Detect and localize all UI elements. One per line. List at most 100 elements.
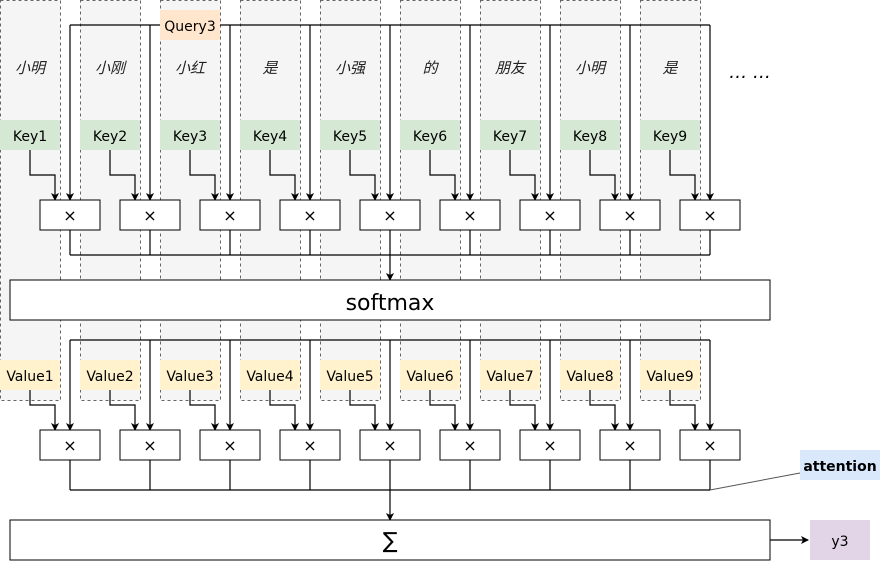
value-arrow — [509, 390, 539, 431]
token-word: 是 — [262, 59, 278, 77]
attention-box — [800, 450, 880, 480]
value-box — [320, 360, 380, 390]
value-multiply-box — [519, 429, 581, 461]
key-label: Key4 — [253, 129, 287, 145]
multiply-symbol: × — [303, 436, 316, 455]
key-arrow — [189, 150, 219, 201]
value-multiply-box — [199, 429, 261, 461]
value-arrow — [269, 390, 299, 431]
multiply-symbol: × — [463, 206, 476, 225]
value-label: Value5 — [326, 369, 373, 385]
softmax-box — [9, 279, 771, 321]
key-label: Key8 — [573, 129, 607, 145]
key-box — [560, 120, 620, 150]
key-label: Key7 — [493, 129, 527, 145]
value-multiply-box — [39, 429, 101, 461]
softmax-label: softmax — [346, 291, 435, 316]
value-arrow — [349, 390, 379, 431]
key-label: Key1 — [13, 129, 47, 145]
key-box — [240, 120, 300, 150]
token-word: 朋友 — [495, 59, 527, 77]
multiply-symbol: × — [223, 436, 236, 455]
key-multiply-box — [439, 199, 501, 231]
sum-box — [9, 519, 771, 561]
key-multiply-box — [279, 199, 341, 231]
value-label: Value6 — [406, 369, 453, 385]
value-box — [80, 360, 140, 390]
value-label: Value8 — [566, 369, 613, 385]
key-arrow — [589, 150, 619, 201]
value-label: Value3 — [166, 369, 213, 385]
key-box — [80, 120, 140, 150]
multiply-symbol: × — [383, 436, 396, 455]
key-arrow — [269, 150, 299, 201]
key-box — [160, 120, 220, 150]
multiply-symbol: × — [223, 206, 236, 225]
query-box — [160, 10, 220, 40]
ellipsis: … … — [729, 62, 771, 83]
sum-label: ∑ — [383, 529, 398, 554]
key-multiply-box — [119, 199, 181, 231]
attention-connector — [709, 472, 801, 491]
key-label: Key2 — [93, 129, 127, 145]
value-label: Value2 — [86, 369, 133, 385]
key-box — [400, 120, 460, 150]
multiply-symbol: × — [143, 206, 156, 225]
multiply-symbol: × — [303, 206, 316, 225]
value-arrow — [29, 390, 59, 431]
key-label: Key3 — [173, 129, 207, 145]
key-arrow — [349, 150, 379, 201]
value-box — [640, 360, 700, 390]
value-arrow — [109, 390, 139, 431]
token-word: 小红 — [175, 59, 207, 77]
value-multiply-box — [359, 429, 421, 461]
multiply-symbol: × — [703, 436, 716, 455]
token-word: 小刚 — [95, 59, 127, 77]
value-label: Value4 — [246, 369, 293, 385]
value-multiply-box — [279, 429, 341, 461]
key-multiply-box — [679, 199, 741, 231]
value-multiply-box — [679, 429, 741, 461]
multiply-symbol: × — [703, 206, 716, 225]
token-word: 小强 — [335, 59, 367, 77]
key-box — [480, 120, 540, 150]
token-word: 的 — [422, 59, 439, 77]
value-label: Value1 — [6, 369, 53, 385]
multiply-symbol: × — [623, 436, 636, 455]
value-box — [160, 360, 220, 390]
key-box — [640, 120, 700, 150]
value-box — [400, 360, 460, 390]
key-label: Key5 — [333, 129, 367, 145]
multiply-symbol: × — [383, 206, 396, 225]
multiply-symbol: × — [63, 436, 76, 455]
key-box — [0, 120, 60, 150]
key-arrow — [109, 150, 139, 201]
token-word: 小明 — [15, 59, 47, 77]
key-box — [320, 120, 380, 150]
key-multiply-box — [39, 199, 101, 231]
value-multiply-box — [119, 429, 181, 461]
key-label: Key9 — [653, 129, 687, 145]
multiply-symbol: × — [63, 206, 76, 225]
key-multiply-box — [519, 199, 581, 231]
value-label: Value9 — [646, 369, 693, 385]
value-box — [560, 360, 620, 390]
multiply-symbol: × — [543, 436, 556, 455]
value-box — [480, 360, 540, 390]
key-arrow — [29, 150, 59, 201]
query-label: Query3 — [164, 19, 215, 35]
value-box — [0, 360, 60, 390]
key-arrow — [429, 150, 459, 201]
value-arrow — [669, 390, 699, 431]
output-label: y3 — [831, 534, 848, 550]
token-word: 小明 — [575, 59, 607, 77]
multiply-symbol: × — [623, 206, 636, 225]
key-multiply-box — [599, 199, 661, 231]
value-arrow — [429, 390, 459, 431]
key-arrow — [669, 150, 699, 201]
output-box — [810, 520, 870, 560]
multiply-symbol: × — [463, 436, 476, 455]
attention-label: attention — [803, 459, 876, 475]
value-multiply-box — [599, 429, 661, 461]
